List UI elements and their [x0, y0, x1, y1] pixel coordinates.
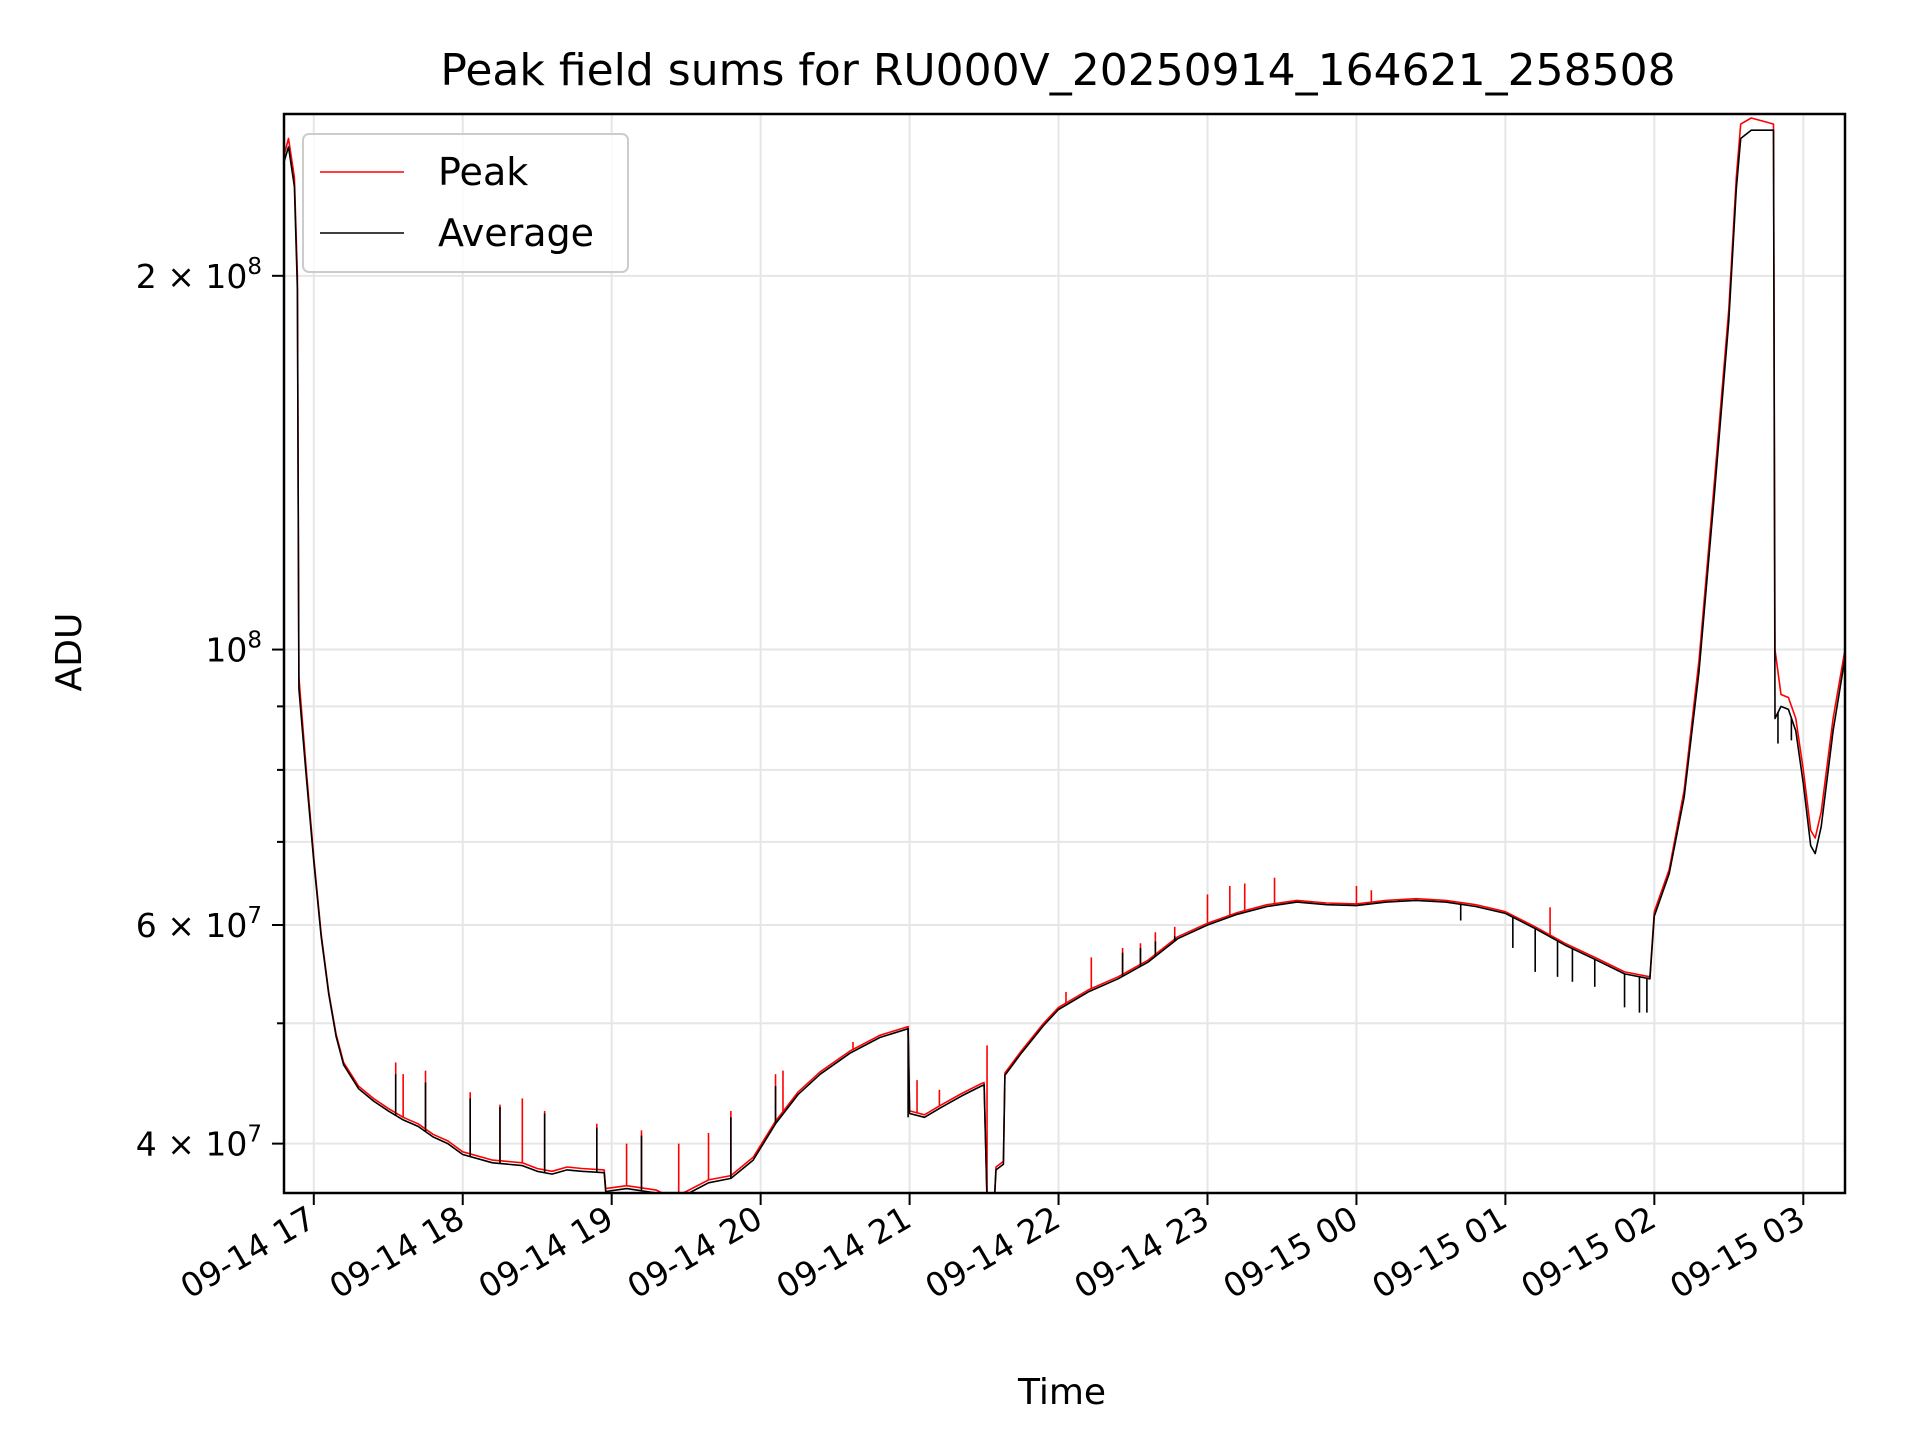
chart-title: Peak field sums for RU000V_20250914_1646… — [440, 45, 1675, 96]
series-average — [284, 129, 1845, 1193]
plot-frame — [282, 112, 1847, 1195]
y-tick-label: 6 × 107 — [136, 903, 262, 945]
y-axis-label: ADU — [49, 613, 90, 692]
legend-label-peak: Peak — [438, 150, 528, 194]
x-axis-label: Time — [1017, 1372, 1106, 1413]
series-line-average — [284, 129, 1845, 1193]
legend-box — [302, 133, 629, 273]
grid-layer — [284, 114, 1845, 1193]
legend: Peak Average — [302, 133, 629, 273]
y-tick-label: 108 — [205, 628, 262, 670]
y-tick-label: 4 × 107 — [136, 1122, 262, 1164]
y-tick-label: 2 × 108 — [136, 254, 262, 296]
legend-label-average: Average — [438, 211, 594, 255]
series-layer — [284, 117, 1845, 1193]
series-line-peak — [284, 117, 1845, 1193]
